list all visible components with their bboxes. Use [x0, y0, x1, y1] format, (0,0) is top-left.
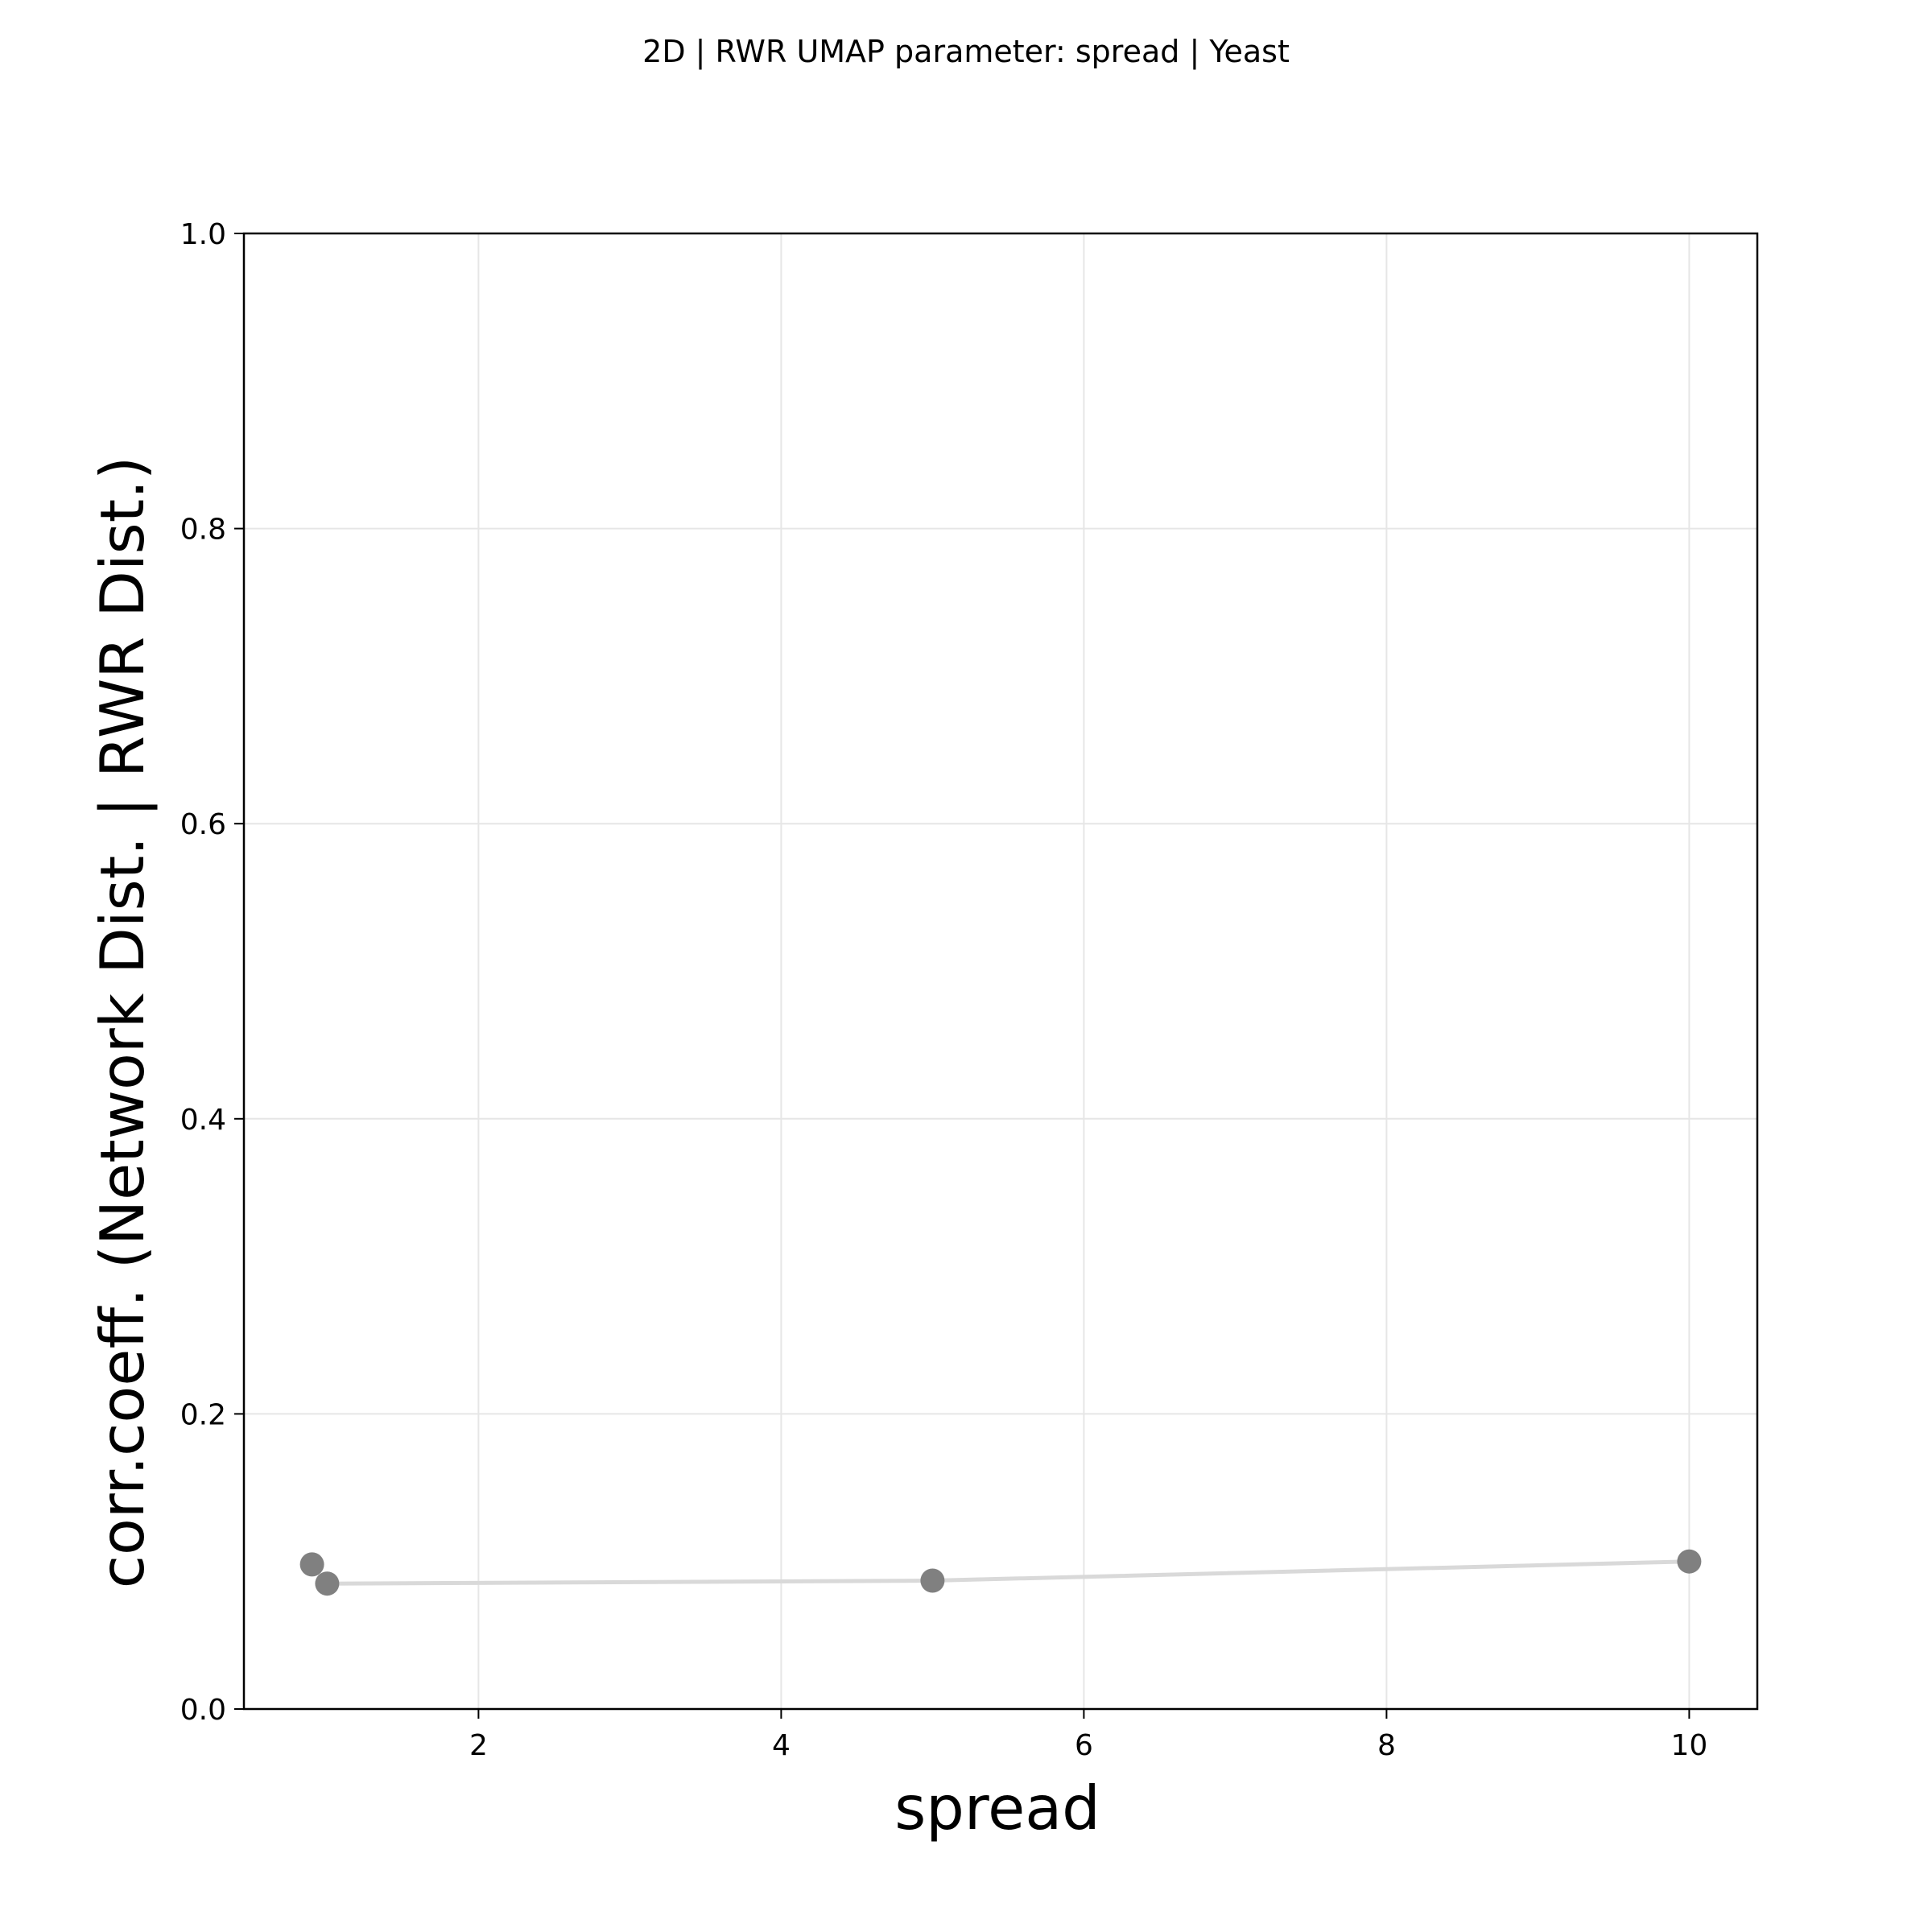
- plot-frame: [242, 232, 1759, 1711]
- y-tick-label: 0.8: [180, 514, 226, 547]
- ticks: 2 4 6 8 10 0.0 0.2 0.4 0.6 0.8 1.0: [180, 218, 1708, 1762]
- data-point: [920, 1568, 945, 1593]
- x-tick-label: 6: [1075, 1729, 1093, 1762]
- y-tick-label: 0.0: [180, 1694, 226, 1727]
- y-axis-label: corr.coeff. (Network Dist. | RWR Dist.): [87, 456, 158, 1589]
- data-point: [315, 1571, 340, 1596]
- y-tick-label: 0.4: [180, 1104, 226, 1137]
- y-tick-label: 0.6: [180, 808, 226, 841]
- chart-title: 2D | RWR UMAP parameter: spread | Yeast: [642, 34, 1290, 70]
- y-tick-label: 1.0: [180, 218, 226, 251]
- data-point: [299, 1552, 324, 1577]
- x-tick-label: 2: [469, 1729, 488, 1762]
- series: [299, 1549, 1702, 1596]
- x-tick-label: 10: [1670, 1729, 1707, 1762]
- x-axis-label: spread: [894, 1773, 1100, 1843]
- x-tick-label: 8: [1377, 1729, 1396, 1762]
- data-point: [1677, 1549, 1702, 1574]
- x-tick-label: 4: [772, 1729, 791, 1762]
- y-tick-label: 0.2: [180, 1398, 226, 1431]
